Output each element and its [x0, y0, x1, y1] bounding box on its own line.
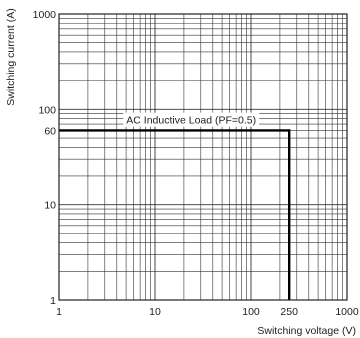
y-tick-label: 1000: [33, 9, 57, 21]
y-tick-label: 60: [44, 125, 56, 137]
x-tick-label: 10: [149, 306, 161, 318]
y-axis-label: Switching current (A): [5, 8, 17, 105]
x-tick-label: 1000: [335, 306, 359, 318]
annotation-background: [123, 112, 260, 127]
y-tick-label: 100: [38, 104, 56, 116]
series-layer: [59, 129, 291, 300]
plot-frame: [58, 13, 348, 301]
x-tick-label: 100: [242, 306, 260, 318]
x-tick-label: 250: [280, 306, 298, 318]
x-axis-label: Switching voltage (V): [257, 325, 356, 337]
x-tick-label: 1: [56, 306, 62, 318]
series-line-ac-inductive-load: [59, 129, 291, 300]
grid: [59, 14, 347, 300]
series-annotation: AC Inductive Load (PF=0.5): [126, 115, 256, 127]
tick-labels: 1 10 100 250 1000 1 10 60 100 1000: [33, 9, 359, 318]
y-tick-label: 10: [44, 200, 56, 212]
y-tick-label: 1: [50, 295, 56, 307]
